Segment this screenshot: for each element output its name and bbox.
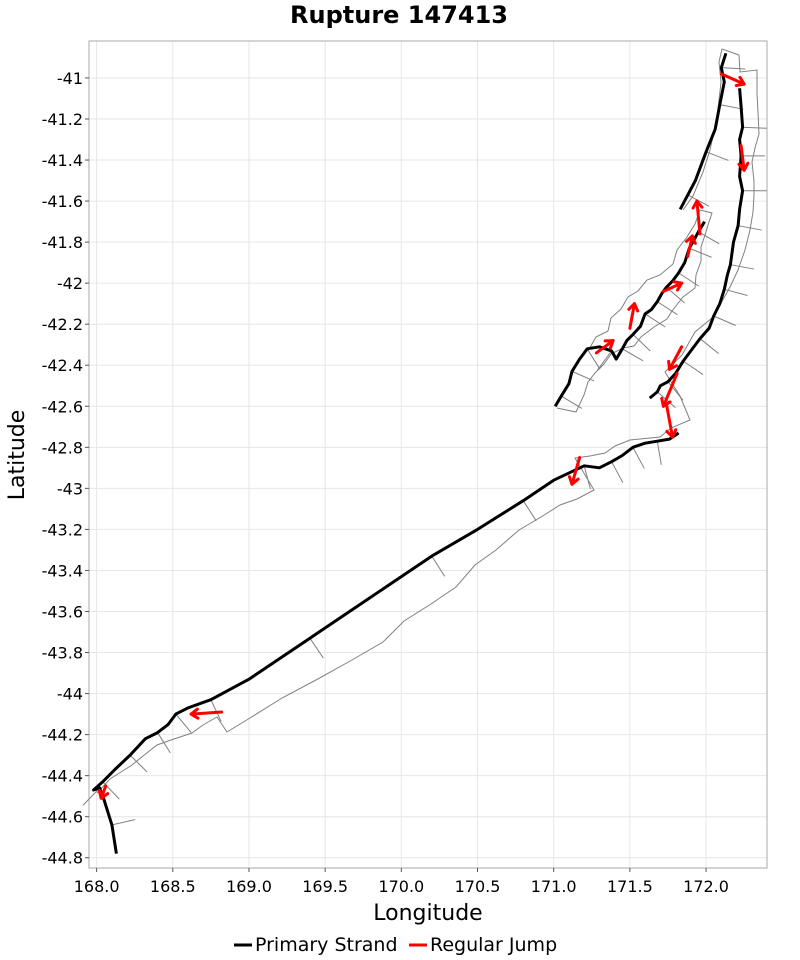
y-tick-label: -41 (57, 69, 83, 88)
fault-patch-divider (210, 699, 222, 722)
y-tick-label: -42.4 (42, 356, 83, 375)
fault-patch-divider (175, 713, 192, 733)
fault-patch-divider (431, 555, 446, 577)
x-tick-label: 170.5 (455, 877, 501, 896)
legend: Primary Strand Regular Jump (234, 934, 557, 956)
x-tick-label: 171.5 (607, 877, 653, 896)
fault-patch-divider (667, 381, 684, 401)
fault-patch-divider (724, 288, 748, 296)
fault-patch-divider (561, 395, 583, 409)
fault-patch-divider (657, 301, 678, 316)
y-tick-label: -44 (57, 685, 83, 704)
y-tick-label: -43.6 (42, 602, 83, 621)
fault-patch-divider (698, 231, 720, 245)
y-axis-label: Latitude (5, 410, 30, 501)
regular-jump-arrow-2 (737, 144, 750, 172)
y-tick-label: -41.8 (42, 233, 83, 252)
y-tick-label: -42.2 (42, 315, 83, 334)
x-axis-label: Longitude (373, 901, 482, 926)
x-tick-label: 172.0 (683, 877, 729, 896)
y-tick-label: -41.4 (42, 151, 83, 170)
fault-patch-divider (644, 313, 666, 328)
regular-jump-arrow-4 (684, 234, 697, 258)
x-axis-ticks: 168.0 168.5 169.0 169.5 170.0 170.5 171.0 171.5… (74, 868, 729, 896)
fault-patch-divider (632, 334, 651, 352)
fault-patch-divider (632, 447, 645, 469)
fault-patch-divider (713, 315, 736, 326)
fault-patch-divider (622, 348, 644, 362)
primary-strand-segment-3 (678, 52, 728, 211)
y-tick-label: -41.6 (42, 192, 83, 211)
fault-patch-divider (689, 247, 712, 258)
fault-patch-divider (583, 465, 591, 490)
fault-patch-outline-southwest (96, 48, 760, 794)
fault-patch-divider (596, 350, 612, 371)
primary-strand-segment-1 (92, 431, 680, 854)
regular-jump-arrow-13 (97, 784, 110, 800)
fault-patch-divider (157, 732, 171, 754)
regular-jump-arrow-11 (567, 456, 582, 486)
fault-patch-divider (522, 500, 537, 522)
x-tick-label: 169.5 (302, 877, 348, 896)
fault-patch-divider (611, 461, 624, 484)
y-tick-label: -42 (57, 274, 83, 293)
y-tick-label: -44.2 (42, 726, 83, 745)
y-tick-label: -42.6 (42, 397, 83, 416)
legend-label-primary-strand: Primary Strand (255, 934, 398, 956)
regular-jump-arrow-12 (189, 707, 224, 720)
regular-jump-arrow-3 (691, 199, 704, 236)
x-tick-label: 169.0 (226, 877, 272, 896)
y-tick-label: -41.2 (42, 110, 83, 129)
fault-patch-divider (705, 151, 729, 161)
x-tick-label: 170.0 (378, 877, 424, 896)
x-tick-label: 168.5 (150, 877, 196, 896)
regular-jump-arrow-10 (664, 402, 678, 439)
regular-jump-arrow-5 (661, 280, 684, 293)
primary-strand-segment-2 (553, 220, 706, 408)
y-tick-label: -43.2 (42, 520, 83, 539)
y-tick-label: -44.4 (42, 767, 83, 786)
fault-patches (82, 48, 767, 826)
fault-patch-divider (742, 126, 767, 129)
fault-patch-dividers (82, 67, 767, 826)
y-tick-label: -44.8 (42, 849, 83, 868)
grid-lines (89, 41, 767, 868)
y-axis-ticks: -41 -41.2 -41.4 -41.6 -41.8 -42 -42.2 -42.4 -42.… (42, 69, 89, 868)
regular-jump-arrow-9 (660, 371, 679, 408)
legend-label-regular-jump: Regular Jump (430, 934, 557, 956)
y-tick-label: -43.8 (42, 644, 83, 663)
regular-jump-arrow-8 (667, 345, 684, 371)
fault-patch-divider (309, 637, 324, 659)
fault-patch-divider (721, 67, 746, 70)
fault-patch-divider (719, 104, 744, 110)
fault-patch-divider (129, 754, 148, 773)
regular-jump-arrow-6 (627, 302, 640, 330)
y-tick-label: -43 (57, 479, 83, 498)
fault-patch-divider (730, 264, 755, 270)
regular-jump-arrows (97, 72, 750, 800)
chart-title: Rupture 147413 (290, 1, 508, 29)
fault-patch-divider (682, 360, 704, 375)
x-tick-label: 168.0 (74, 877, 120, 896)
y-tick-label: -42.8 (42, 438, 83, 457)
y-tick-label: -44.6 (42, 808, 83, 827)
regular-jump-arrow-1 (719, 72, 746, 88)
plot-area (88, 40, 768, 869)
fault-patch-divider (571, 370, 595, 382)
regular-jump-arrow-7 (594, 339, 615, 355)
fault-patch-divider (699, 338, 719, 355)
fault-patch-divider (111, 819, 136, 826)
fault-patch-divider (82, 787, 101, 806)
fault-patch-divider (678, 272, 699, 287)
fault-patch-divider (586, 348, 601, 370)
fault-patch-divider (656, 441, 662, 465)
fault-patch-divider (737, 225, 762, 231)
x-tick-label: 171.0 (531, 877, 577, 896)
y-tick-label: -43.4 (42, 561, 83, 580)
fault-patch-outline-north (556, 209, 713, 413)
